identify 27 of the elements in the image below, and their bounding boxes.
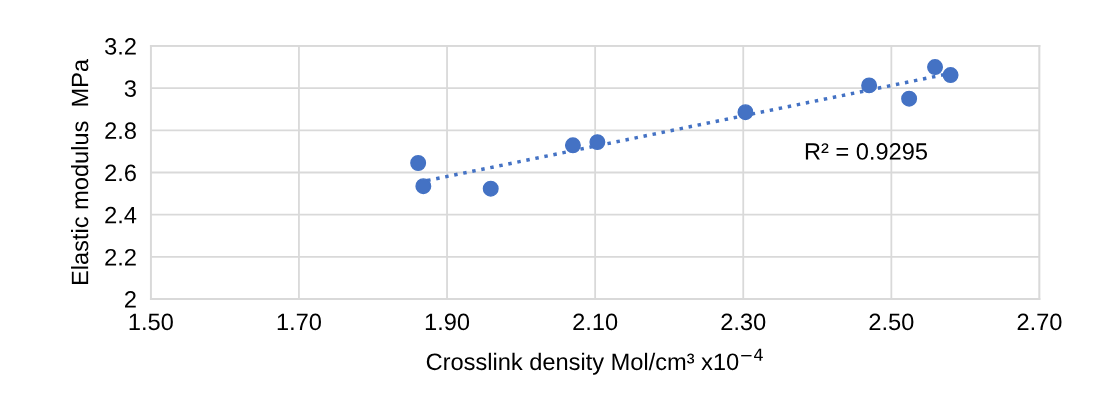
y-axis-title: Elastic modulus MPa — [71, 58, 89, 285]
y-tick-label: 2.8 — [105, 122, 136, 140]
point — [901, 90, 918, 107]
point — [861, 77, 878, 94]
x-tick-label: 2.30 — [721, 313, 766, 331]
y-tick-label: 2.4 — [105, 206, 137, 224]
x-tick-label: 2.70 — [1017, 313, 1062, 331]
x-axis-title: Crosslink density Mol/cm³ x10$^{−4}$ — [426, 348, 763, 375]
point — [589, 134, 606, 151]
annotation: R² = 0.9295 — [805, 143, 928, 160]
x-tick-label: 2.10 — [573, 313, 618, 331]
y-tick-label: 2.2 — [105, 248, 136, 266]
point — [737, 104, 754, 121]
point — [415, 178, 432, 195]
point — [564, 137, 581, 154]
point — [927, 59, 944, 76]
x-tick-label: 1.90 — [425, 313, 470, 331]
y-tick-label: 2.6 — [105, 164, 136, 182]
x-tick-label: 1.70 — [277, 313, 321, 331]
y-tick-label: 3.2 — [105, 38, 136, 55]
point — [410, 155, 427, 171]
x-tick-label: 2.50 — [869, 313, 914, 331]
y-tick-label: 3 — [124, 80, 136, 97]
point — [482, 180, 499, 197]
x-tick-label: 1.50 — [129, 313, 173, 331]
point — [942, 67, 959, 84]
y-tick-label: 2 — [125, 291, 136, 308]
